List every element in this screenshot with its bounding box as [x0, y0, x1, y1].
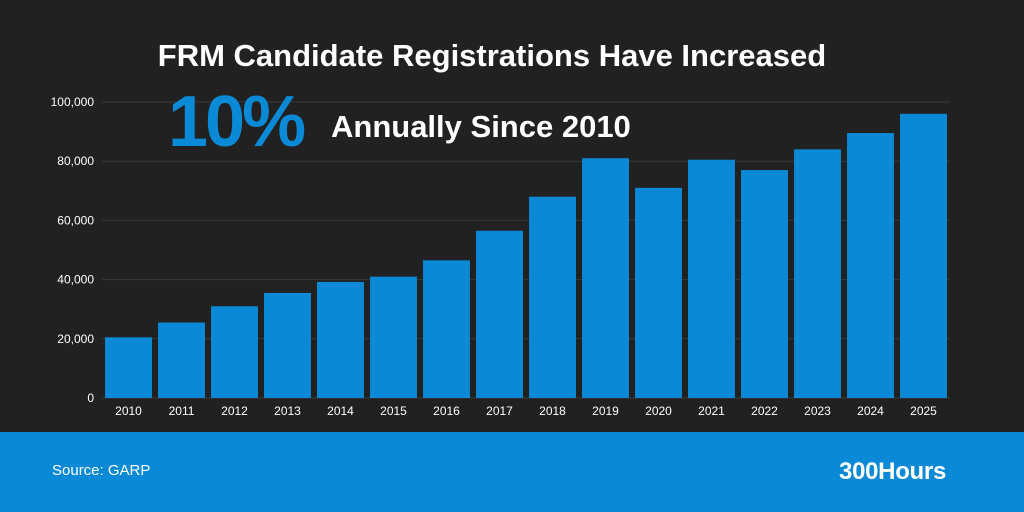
bar-2021 [688, 159, 735, 398]
y-tick-label: 80,000 [57, 154, 94, 168]
y-tick-label: 60,000 [57, 213, 94, 227]
bar-2013 [264, 292, 311, 398]
x-tick-label: 2011 [169, 404, 195, 418]
x-tick-label: 2025 [910, 404, 937, 418]
y-tick-label: 0 [87, 391, 94, 405]
bar-2012 [211, 306, 258, 398]
bar-2022 [741, 170, 788, 398]
bar-2016 [423, 260, 470, 398]
x-tick-label: 2021 [698, 404, 725, 418]
bar-2019 [582, 158, 629, 398]
bar-2020 [635, 187, 682, 398]
bar-2025 [900, 113, 947, 398]
source-label: Source: GARP [52, 462, 151, 479]
bar-2024 [847, 133, 894, 398]
brand-logo: 300Hours [839, 458, 946, 485]
x-tick-label: 2016 [433, 404, 460, 418]
x-tick-label: 2023 [804, 404, 831, 418]
chart-title: FRM Candidate Registrations Have Increas… [158, 38, 826, 73]
x-tick-label: 2012 [221, 404, 248, 418]
x-tick-label: 2010 [115, 404, 142, 418]
x-tick-label: 2024 [857, 404, 884, 418]
bar-2010 [105, 337, 152, 398]
y-axis-ticks: 0 20,000 40,000 60,000 80,000 100,000 [51, 95, 95, 405]
y-tick-label: 20,000 [57, 332, 94, 346]
x-tick-label: 2018 [539, 404, 566, 418]
x-tick-label: 2013 [274, 404, 301, 418]
bar-2011 [158, 322, 205, 398]
x-tick-label: 2015 [380, 404, 407, 418]
bar-2015 [370, 276, 417, 398]
bar-2017 [476, 230, 523, 398]
x-tick-label: 2014 [327, 404, 354, 418]
y-tick-label: 100,000 [51, 95, 95, 109]
x-tick-label: 2019 [592, 404, 619, 418]
growth-rate-stat: 10% [168, 82, 305, 162]
footer-bar: Source: GARP 300Hours [0, 432, 1024, 512]
y-tick-label: 40,000 [57, 273, 94, 287]
x-tick-label: 2017 [486, 404, 513, 418]
x-tick-label: 2020 [645, 404, 672, 418]
x-axis-ticks: 2010 2011 2012 2013 2014 2015 2016 2017 2018 2019… [115, 404, 937, 418]
bar-2018 [529, 196, 576, 398]
bars [105, 113, 947, 398]
x-tick-label: 2022 [751, 404, 778, 418]
bar-2014 [317, 281, 364, 398]
bar-2023 [794, 149, 841, 398]
chart-subtitle: Annually Since 2010 [331, 109, 631, 144]
